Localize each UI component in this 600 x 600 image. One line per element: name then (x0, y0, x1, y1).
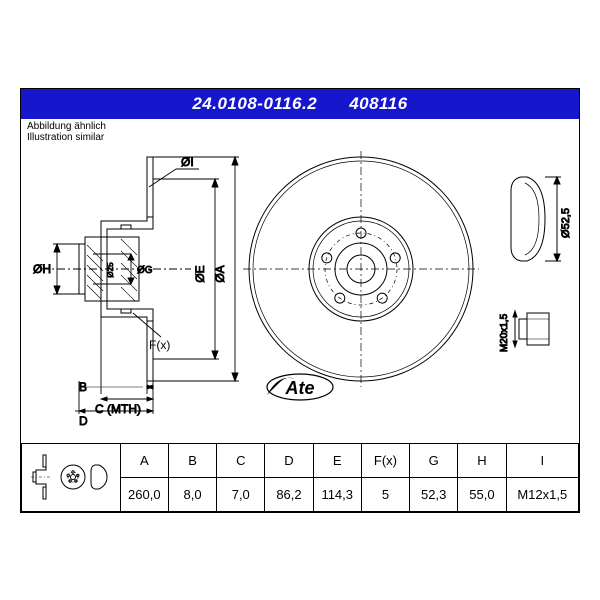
part-number: 24.0108-0116.2 (192, 94, 317, 114)
svg-text:C (MTH): C (MTH) (95, 402, 141, 416)
dim-G: ØG (128, 254, 153, 284)
val-I: M12x1,5 (506, 477, 578, 511)
svg-text:D: D (79, 414, 88, 428)
col-A: A (120, 443, 168, 477)
val-A: 260,0 (120, 477, 168, 511)
dim-F: F(x) (133, 313, 170, 352)
col-B: B (168, 443, 216, 477)
col-I: I (506, 443, 578, 477)
svg-text:ØG: ØG (137, 265, 153, 276)
col-G: G (410, 443, 458, 477)
svg-text:F(x): F(x) (149, 338, 170, 352)
svg-text:ØH: ØH (33, 262, 51, 276)
svg-text:Ate: Ate (284, 378, 314, 398)
val-H: 55,0 (458, 477, 506, 511)
svg-text:M20x1,5: M20x1,5 (499, 313, 510, 352)
front-view (243, 151, 479, 387)
col-E: E (313, 443, 361, 477)
header-bar: 24.0108-0116.2 408116 (21, 89, 579, 119)
col-D: D (265, 443, 313, 477)
col-H: H (458, 443, 506, 477)
col-F: F(x) (361, 443, 409, 477)
val-B: 8,0 (168, 477, 216, 511)
dim-25: Ø25 (106, 261, 115, 277)
val-E: 114,3 (313, 477, 361, 511)
dim-H: ØH (33, 244, 79, 294)
val-F: 5 (361, 477, 409, 511)
bracket-view: Ø52,5 (511, 177, 572, 261)
col-C: C (217, 443, 265, 477)
dim-BCD: B C (MTH) D (75, 317, 153, 428)
nut-view: M20x1,5 (499, 311, 549, 352)
ate-logo: Ate (265, 371, 335, 403)
val-D: 86,2 (265, 477, 313, 511)
spec-table: A B C D E F(x) G H I 260,0 8,0 7,0 86,2 … (21, 443, 579, 512)
svg-text:Ø52,5: Ø52,5 (560, 208, 572, 238)
icon-cell (22, 443, 121, 511)
svg-text:ØE: ØE (193, 265, 207, 282)
dim-I: ØI (149, 155, 199, 187)
short-number: 408116 (349, 94, 407, 114)
val-G: 52,3 (410, 477, 458, 511)
val-C: 7,0 (217, 477, 265, 511)
svg-text:ØI: ØI (181, 155, 194, 169)
svg-text:Ø25: Ø25 (106, 261, 115, 277)
drawing-sheet: 24.0108-0116.2 408116 Abbildung ähnlich … (20, 88, 580, 513)
header-row: A B C D E F(x) G H I (22, 443, 579, 477)
